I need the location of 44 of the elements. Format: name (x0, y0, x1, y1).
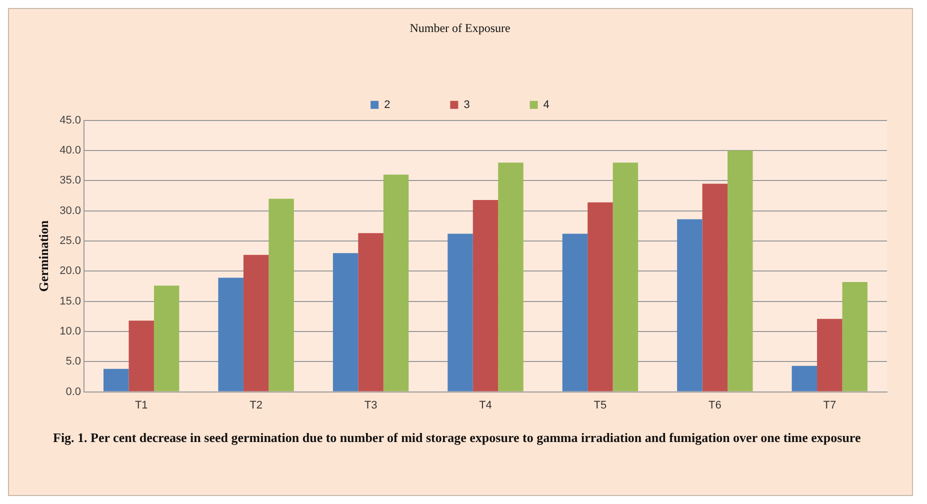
bar (702, 184, 728, 392)
bar (104, 368, 129, 392)
bar (472, 200, 498, 392)
bar (332, 253, 358, 392)
bar (383, 174, 409, 392)
bar (677, 219, 702, 392)
bar (612, 162, 638, 392)
bar (792, 366, 818, 392)
y-tick-label: 25.0 (60, 235, 82, 248)
y-tick-label: 5.0 (66, 356, 82, 368)
x-tick-label: T5 (594, 399, 607, 412)
bar (358, 233, 384, 392)
y-tick-label: 10.0 (60, 326, 82, 338)
y-axis-title: Germination (36, 220, 52, 292)
x-tick-label: T4 (479, 399, 492, 412)
bar (218, 278, 244, 392)
y-tick-label: 45.0 (60, 114, 82, 126)
legend-label: 4 (543, 98, 550, 111)
x-tick-label: T2 (250, 399, 262, 412)
bar (842, 282, 868, 392)
y-tick-label: 0.0 (66, 386, 82, 398)
bar (128, 320, 154, 392)
y-tick-label: 40.0 (60, 144, 82, 157)
bar (588, 202, 613, 392)
bar (154, 286, 180, 392)
y-tick-label: 20.0 (60, 265, 82, 278)
bar (562, 234, 588, 392)
y-tick-label: 15.0 (60, 295, 82, 308)
bar (498, 162, 524, 392)
legend-label: 3 (464, 98, 470, 111)
legend-label: 2 (384, 98, 390, 111)
bar (448, 234, 473, 392)
y-tick-label: 35.0 (60, 174, 82, 187)
x-tick-label: T3 (364, 399, 378, 412)
bar (728, 150, 753, 392)
y-tick-label: 30.0 (60, 204, 82, 217)
caption: Fig. 1. Per cent decrease in seed germination due to number of mid storage exposure to gamma irradiation and fumigation over one time exposure (53, 429, 862, 446)
bar (817, 318, 842, 392)
bar (243, 254, 269, 392)
x-tick-label: T1 (134, 399, 148, 412)
x-tick-label: T7 (823, 399, 836, 412)
bar (268, 198, 294, 392)
x-tick-label: T6 (708, 399, 722, 412)
legend-title: Number of Exposure (410, 21, 510, 36)
